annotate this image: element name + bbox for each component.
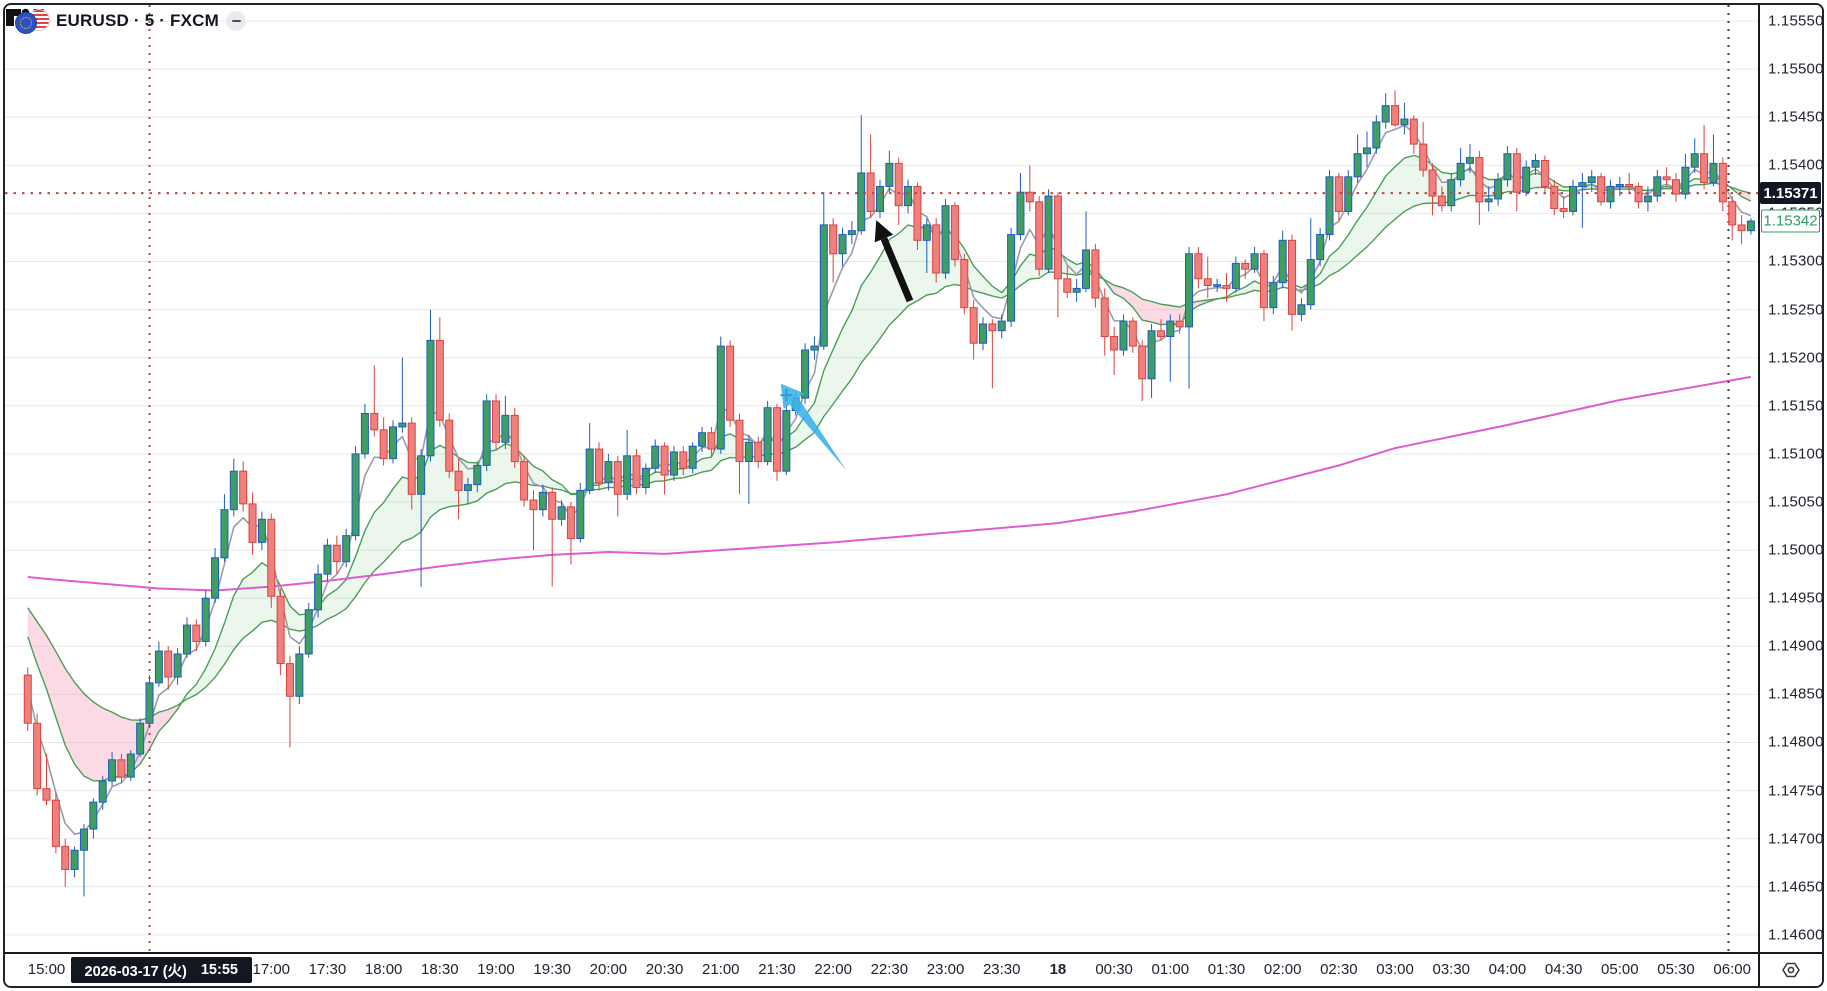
time-axis-label: 18 <box>1049 961 1067 978</box>
price-axis-label: 1.15050 <box>1768 493 1824 511</box>
price-axis-label: 1.15450 <box>1768 108 1824 126</box>
time-axis-label: 20:30 <box>645 961 684 978</box>
price-axis-label: 1.15200 <box>1768 349 1824 367</box>
time-axis-label: 00:30 <box>1095 961 1133 978</box>
price-axis-label: 1.14800 <box>1768 733 1824 751</box>
time-axis-label: 23:00 <box>926 961 965 978</box>
price-axis[interactable]: 1.15371 1.15342 1.15550 1.15500 1.15450 1.1… <box>1758 5 1822 952</box>
time-axis-label: 01:30 <box>1207 961 1246 978</box>
badge-date: 2026-03-17 (火) <box>84 963 187 980</box>
time-axis-label: 17:00 <box>252 961 291 978</box>
time-axis-label: 01:00 <box>1151 961 1190 978</box>
currency-pair-icon <box>15 9 50 34</box>
time-axis-label: 02:30 <box>1320 961 1358 978</box>
time-axis-label: 18:00 <box>364 961 403 978</box>
price-axis-label: 1.14850 <box>1768 685 1824 703</box>
time-axis-label: 05:30 <box>1657 961 1695 978</box>
price-axis-label: 1.15500 <box>1768 60 1824 78</box>
time-axis-label: 19:30 <box>533 961 571 978</box>
time-axis-label: 05:00 <box>1601 961 1639 978</box>
badge-time: 15:55 <box>200 962 238 978</box>
time-axis-label: 17:30 <box>308 961 347 978</box>
time-axis-label: 18:30 <box>421 961 459 978</box>
price-axis-label: 1.15150 <box>1768 397 1824 415</box>
price-axis-label: 1.14650 <box>1768 878 1824 896</box>
price-axis-label: 1.15100 <box>1768 445 1824 463</box>
price-axis-label: 1.14750 <box>1768 782 1824 800</box>
gear-icon <box>1782 962 1800 978</box>
price-axis-label: 1.14950 <box>1768 589 1824 607</box>
time-axis-label: 04:30 <box>1544 961 1583 978</box>
price-axis-label: 1.14600 <box>1768 926 1824 944</box>
time-axis-label: 22:30 <box>870 961 909 978</box>
price-axis-label: 1.15000 <box>1768 541 1824 559</box>
time-axis-label: 23:30 <box>982 961 1021 978</box>
time-axis-label: 03:00 <box>1376 961 1414 978</box>
chart-frame: EURUSD · 5 · FXCM 1.15371 1.15342 1.1555… <box>3 3 1824 988</box>
time-axis-label: 22:00 <box>814 961 852 978</box>
candlestick-chart <box>5 5 1758 952</box>
symbol-legend: EURUSD · 5 · FXCM <box>15 9 247 34</box>
price-line-badge: 1.15371 <box>1760 182 1821 205</box>
eur-flag-icon <box>15 12 37 34</box>
price-axis-label: 1.14900 <box>1768 637 1824 655</box>
date-time-badge: 2026-03-17 (火) 15:55 <box>70 957 252 983</box>
time-axis-label: 20:00 <box>589 961 628 978</box>
price-axis-label: 1.15250 <box>1768 301 1824 319</box>
price-axis-label: 1.14700 <box>1768 830 1824 848</box>
symbol-title[interactable]: EURUSD · 5 · FXCM <box>56 11 220 30</box>
time-axis[interactable]: 2026-03-17 (火) 15:55 15:0015:3016:0016:3… <box>5 952 1758 986</box>
time-axis-label: 15:00 <box>27 961 66 978</box>
time-axis-label: 03:30 <box>1432 961 1471 978</box>
price-axis-label: 1.15550 <box>1768 12 1824 30</box>
time-axis-label: 19:00 <box>477 961 515 978</box>
last-price-badge: 1.15342 <box>1761 209 1820 233</box>
time-axis-label: 02:00 <box>1263 961 1302 978</box>
legend-collapse-button[interactable] <box>226 11 247 31</box>
axis-settings-corner[interactable] <box>1758 952 1822 986</box>
time-axis-label: 06:00 <box>1713 961 1751 978</box>
time-axis-label: 21:30 <box>758 961 796 978</box>
price-axis-label: 1.15400 <box>1768 156 1824 174</box>
chart-plot-area[interactable]: EURUSD · 5 · FXCM <box>5 5 1758 952</box>
time-axis-label: 21:00 <box>701 961 740 978</box>
time-axis-label: 04:00 <box>1488 961 1527 978</box>
price-axis-label: 1.15300 <box>1768 252 1824 270</box>
